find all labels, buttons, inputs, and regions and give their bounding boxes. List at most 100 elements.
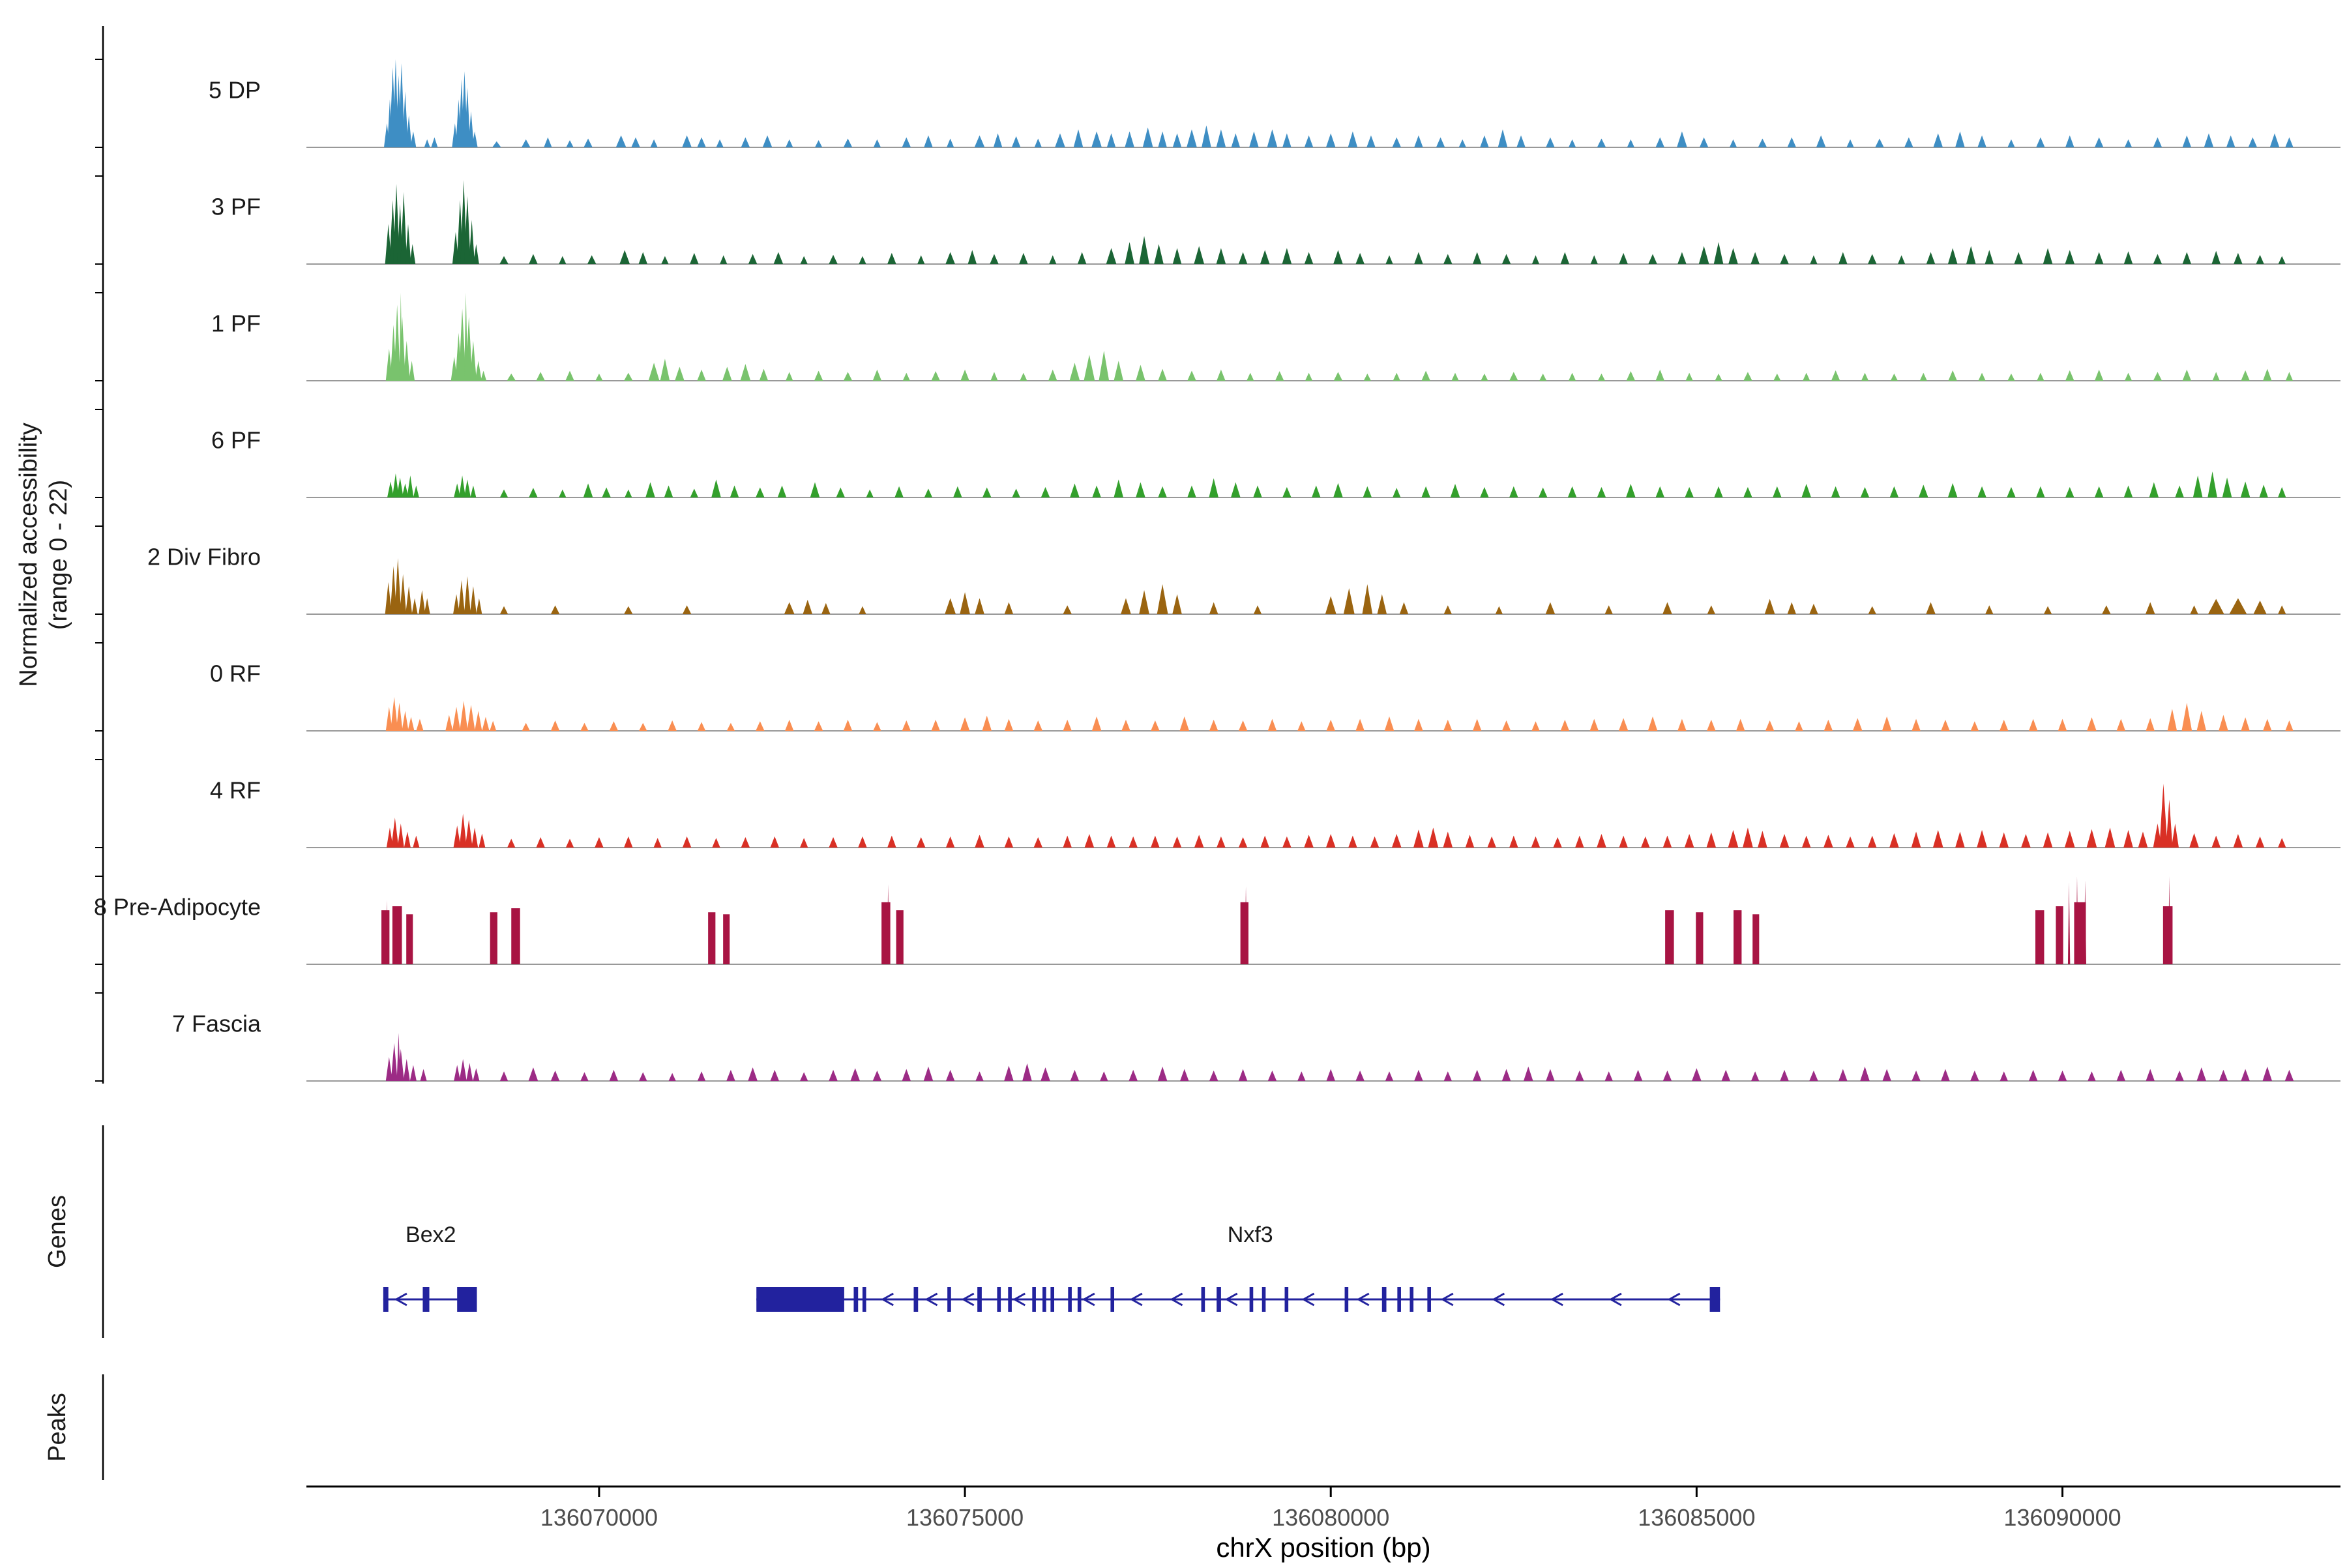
signal-bump [2036,137,2045,147]
signal-bump [1590,255,1598,264]
signal-bump [1985,605,1994,614]
signal-bump [1560,719,1570,731]
signal-bump [1919,372,1927,381]
signal-bump [1641,836,1650,848]
signal-bump [2116,1069,2126,1081]
signal-bump [1787,137,1797,147]
signal-bump [1509,486,1518,497]
signal-bump [1267,718,1277,731]
signal-bump [2219,715,2228,731]
signal-bump [2094,369,2104,381]
signal-bump [1428,827,1439,848]
signal-bump [1019,252,1028,264]
signal-bump [2196,1067,2207,1081]
signal-bump [1787,602,1797,614]
signal-bump [1861,372,1869,381]
signal-bump [773,252,784,264]
signal-bump [410,131,417,147]
signal-bump [1619,252,1628,264]
signal-bump [762,135,773,147]
signal-bump [2182,369,2192,381]
signal-bump [982,487,992,497]
signal-bump [459,813,467,848]
signal-bump [2211,250,2221,264]
signal-bump [1823,719,1833,731]
signal-block [2074,902,2086,964]
signal-bump [1728,830,1739,848]
signal-bump [974,135,985,147]
signal-bump [711,479,721,497]
signal-bump [609,721,619,731]
signal-bump [1715,373,1722,381]
signal-bump [473,1068,480,1081]
signal-block [490,912,497,964]
signal-bump [2124,139,2133,147]
signal-bump [1125,242,1134,264]
signal-bump [924,135,933,147]
gene-exon [1262,1287,1266,1312]
strand-arrow [1356,1292,1370,1307]
signal-bump [1838,1069,1848,1081]
x-tick-label: 136085000 [1638,1504,1755,1531]
signal-bump [1326,1069,1335,1081]
signal-bump [741,137,750,147]
signal-bump [1970,721,1979,731]
signal-bump [2212,372,2220,381]
signal-bump [1655,369,1664,381]
signal-bump [2181,703,2192,731]
signal-bump [1648,254,1657,264]
signal-bump [403,340,410,381]
signal-bump [664,485,673,497]
signal-bump [923,1066,934,1081]
signal-bump [2043,832,2053,848]
signal-bump [1765,720,1775,731]
signal-bump [565,838,574,848]
track-label: 8 Pre-Adipocyte [94,894,261,921]
signal-bump [2065,370,2074,381]
signal-bump [1523,1066,1533,1081]
signal-bump [1436,137,1445,147]
signal-bump [756,721,765,731]
signal-bump [1216,248,1226,264]
gene-label: Nxf3 [1228,1222,1273,1247]
signal-bump [452,707,461,731]
signal-bump [1091,716,1102,731]
signal-bump [1531,836,1541,848]
signal-bump [975,598,984,614]
signal-bump [459,1059,467,1081]
signal-bump [858,836,867,848]
signal-bump [602,487,611,497]
signal-bump [2067,882,2071,964]
signal-bump [1589,718,1599,731]
signal-bump [1414,718,1423,731]
signal-bump [1041,1067,1050,1081]
signal-bump [1055,133,1065,147]
signal-bump [1846,836,1855,848]
signal-bump [1100,1071,1108,1081]
signal-bump [945,836,955,848]
signal-bump [1597,138,1606,147]
signal-bump [392,184,400,264]
signal-bump [1860,487,1870,497]
signal-bump [1941,1069,1950,1081]
signal-bump [859,256,866,264]
signal-bump [924,488,933,497]
signal-bump [391,817,399,848]
gene-exon [1110,1287,1115,1312]
signal-bump [2222,477,2232,497]
signal-bump [1392,137,1401,147]
signal-bump [1889,833,1899,848]
signal-bump [2124,372,2133,381]
track-label: 5 DP [209,77,261,104]
signal-bump [1216,129,1226,147]
strand-arrow [924,1292,938,1307]
signal-bump [1125,131,1134,147]
signal-bump [1011,136,1021,147]
signal-bump [1501,720,1511,731]
genes-track: Bex2 Nxf3 [383,1222,1720,1312]
signal-bump [385,582,392,614]
signal-bump [550,720,560,731]
signal-bump [1217,369,1226,381]
track-6-pf: 6 PF [211,427,2340,498]
signal-bump [1049,255,1057,264]
